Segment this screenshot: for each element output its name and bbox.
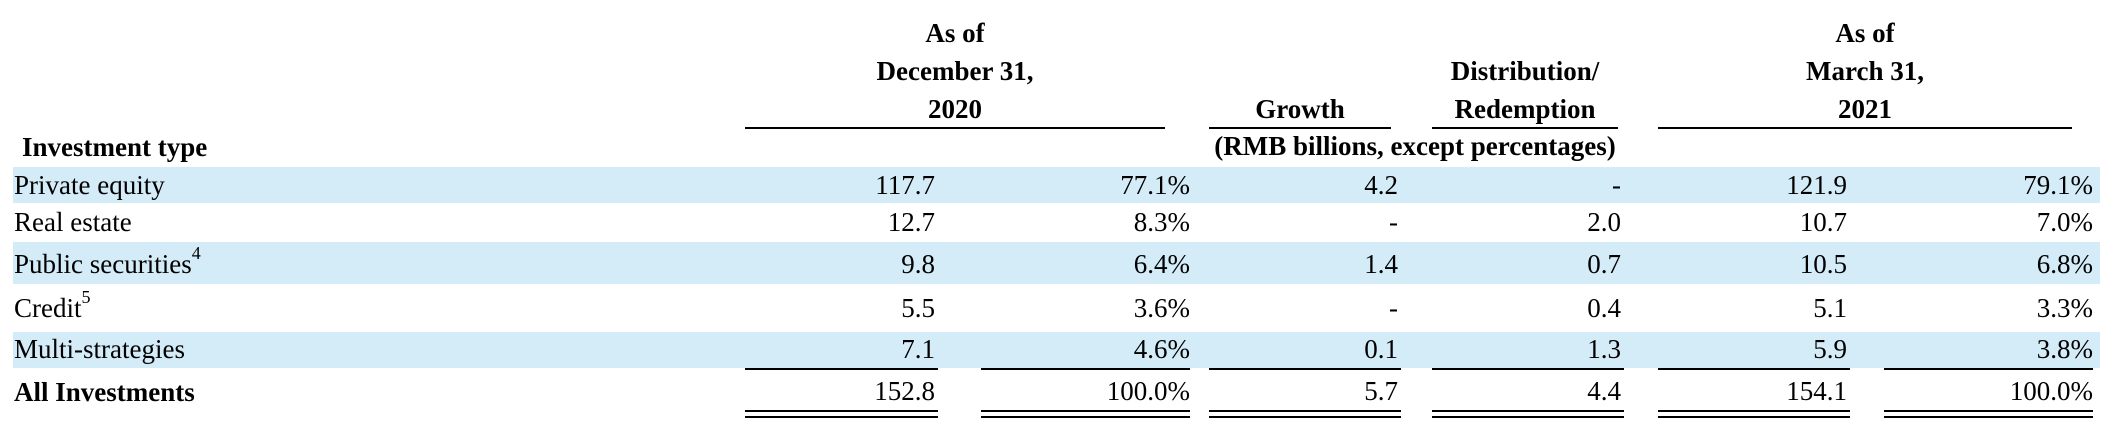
cell-mar-pct: 6.8%	[2036, 249, 2093, 279]
cell-mar-pct: 7.0%	[2036, 207, 2093, 237]
header-mar-line3: 2021	[1838, 94, 1892, 124]
cell-growth: 1.4	[1364, 249, 1398, 279]
row-label-text: Multi-strategies	[14, 334, 185, 364]
total-double-line-dec-pct	[981, 410, 1190, 418]
cell-dist: -	[1612, 170, 1621, 200]
header-dec-underline	[745, 127, 1165, 129]
total-mar-val: 154.1	[1786, 376, 1847, 406]
header-investment-type: Investment type	[22, 132, 208, 162]
header-dist-line1: Distribution/	[1450, 56, 1600, 86]
cell-growth: -	[1389, 207, 1398, 237]
header-dec-line2: December 31,	[876, 56, 1034, 86]
footnote-marker: 4	[191, 243, 201, 263]
total-dec-pct: 100.0%	[1106, 376, 1190, 406]
total-double-line-growth	[1209, 410, 1401, 418]
cell-mar-val: 5.9	[1813, 334, 1847, 364]
row-band	[13, 242, 2100, 284]
header-mar-underline	[1658, 127, 2072, 129]
cell-dec-val: 117.7	[875, 170, 935, 200]
header-growth: Growth	[1255, 94, 1345, 124]
cell-dec-val: 9.8	[901, 249, 935, 279]
row-label-text: Credit	[14, 293, 82, 323]
cell-dist: 0.7	[1587, 249, 1621, 279]
total-double-line-dec-val	[745, 410, 938, 418]
header-dec-line3: 2020	[928, 94, 982, 124]
header-dist-underline	[1432, 127, 1618, 129]
cell-dec-pct: 77.1%	[1120, 170, 1190, 200]
header-mar-line2: March 31,	[1806, 56, 1924, 86]
total-dec-val: 152.8	[874, 376, 935, 406]
footnote-marker: 5	[81, 287, 91, 307]
cell-mar-pct: 3.3%	[2036, 293, 2093, 323]
total-mar-pct: 100.0%	[2009, 376, 2093, 406]
row-label: Multi-strategies	[14, 330, 185, 368]
total-top-line-growth	[1209, 368, 1401, 370]
row-label: Credit5	[14, 287, 91, 327]
cell-dec-val: 5.5	[901, 293, 935, 323]
cell-dec-pct: 4.6%	[1133, 334, 1190, 364]
row-band	[13, 332, 2100, 368]
header-growth-underline	[1209, 127, 1391, 129]
cell-mar-val: 5.1	[1813, 293, 1847, 323]
total-dist: 4.4	[1587, 376, 1621, 406]
cell-mar-val: 121.9	[1786, 170, 1847, 200]
cell-mar-pct: 3.8%	[2036, 334, 2093, 364]
cell-dec-pct: 3.6%	[1133, 293, 1190, 323]
cell-mar-val: 10.7	[1799, 207, 1847, 237]
cell-mar-val: 10.5	[1799, 249, 1847, 279]
total-top-line-dist	[1432, 368, 1624, 370]
cell-dec-val: 12.7	[887, 207, 935, 237]
total-top-line-dec-val	[745, 368, 938, 370]
total-top-line-mar-pct	[1884, 368, 2093, 370]
row-label: Public securities4	[14, 243, 201, 283]
total-top-line-dec-pct	[981, 368, 1190, 370]
cell-mar-pct: 79.1%	[2023, 170, 2093, 200]
cell-dist: 0.4	[1587, 293, 1621, 323]
row-label: Private equity	[14, 166, 165, 204]
cell-dec-val: 7.1	[901, 334, 935, 364]
row-label-text: Public securities	[14, 249, 192, 279]
header-dist-line2: Redemption	[1454, 94, 1596, 124]
total-double-line-dist	[1432, 410, 1624, 418]
cell-growth: -	[1389, 293, 1398, 323]
cell-dec-pct: 8.3%	[1133, 207, 1190, 237]
header-mar-line1: As of	[1835, 18, 1895, 48]
row-band	[13, 167, 2100, 203]
row-label-text: Private equity	[14, 170, 165, 200]
row-label: Real estate	[14, 203, 132, 241]
total-label: All Investments	[14, 377, 195, 407]
cell-dist: 1.3	[1587, 334, 1621, 364]
total-growth: 5.7	[1364, 376, 1398, 406]
cell-growth: 0.1	[1364, 334, 1398, 364]
total-double-line-mar-pct	[1884, 410, 2093, 418]
row-label-text: Real estate	[14, 207, 132, 237]
total-double-line-mar-val	[1658, 410, 1850, 418]
cell-dist: 2.0	[1587, 207, 1621, 237]
total-top-line-mar-val	[1658, 368, 1850, 370]
header-units: (RMB billions, except percentages)	[1214, 131, 1616, 161]
cell-growth: 4.2	[1364, 170, 1398, 200]
header-dec-line1: As of	[925, 18, 985, 48]
cell-dec-pct: 6.4%	[1133, 249, 1190, 279]
